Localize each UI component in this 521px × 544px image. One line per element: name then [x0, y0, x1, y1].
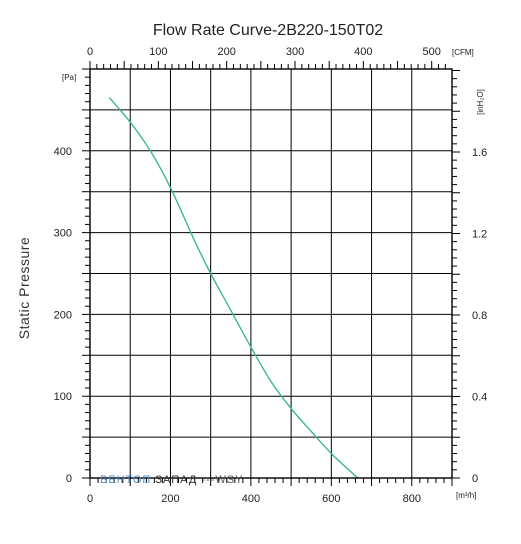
watermark-brand-blue: ВЕНТОП [100, 474, 151, 486]
watermark-text: ВЕНТОП ЗАПАД ---WSY [100, 474, 243, 486]
y-tick-label: 100 [54, 391, 72, 403]
watermark-suffix: ---WSY [201, 474, 243, 486]
y-right-tick-label: 1.6 [472, 147, 487, 159]
y-tick-label: 400 [54, 146, 72, 158]
y-right-tick-label: 1.2 [472, 228, 487, 240]
y-tick-label: 200 [54, 309, 72, 321]
x-tick-label: 400 [242, 493, 260, 505]
x-top-unit: [CFM] [452, 48, 474, 57]
x-tick-label: 0 [87, 493, 93, 505]
y-left-unit: [Pa] [62, 73, 76, 82]
x-top-tick-label: 0 [87, 46, 93, 58]
x-top-tick-label: 200 [217, 46, 235, 58]
x-tick-label: 200 [161, 493, 179, 505]
tick-labels: 0 200 400 600 800 0 100 200 300 400 0 100 200 300 400 5… [54, 46, 488, 505]
minor-ticks [82, 61, 460, 486]
watermark-brand-dark: ЗАПАД [155, 474, 197, 486]
flow-curve [108, 97, 359, 479]
x-top-tick-label: 400 [354, 46, 372, 58]
y-axis-label: Static Pressure [16, 237, 32, 339]
series-layer [108, 97, 359, 479]
x-tick-label: 600 [322, 493, 340, 505]
grid [90, 69, 452, 478]
y-tick-label: 0 [66, 473, 72, 485]
x-top-tick-label: 300 [286, 46, 304, 58]
x-bottom-unit: [m³/h] [456, 491, 476, 500]
chart-title: Flow Rate Curve-2B220-150T02 [153, 22, 383, 39]
x-top-tick-label: 100 [149, 46, 167, 58]
y-right-tick-label: 0.4 [472, 391, 487, 403]
y-right-tick-label: 0.8 [472, 310, 487, 322]
x-tick-label: 800 [403, 493, 421, 505]
y-right-unit: [inH₂O] [476, 89, 485, 115]
y-right-tick-label: 0 [472, 473, 478, 485]
y-tick-label: 300 [54, 228, 72, 240]
x-top-tick-label: 500 [423, 46, 441, 58]
plot-frame [89, 68, 453, 479]
